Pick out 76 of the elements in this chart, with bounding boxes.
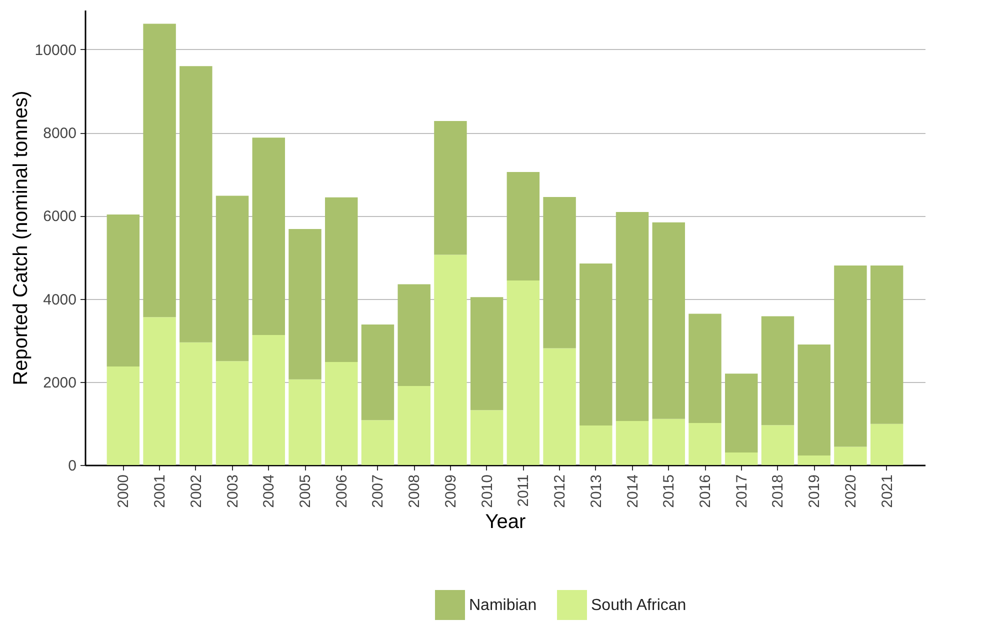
bar	[725, 374, 758, 453]
x-tick-label: 2016	[697, 474, 714, 508]
bar	[216, 361, 249, 465]
bar	[870, 266, 904, 424]
x-tick-label: 2002	[188, 474, 205, 508]
x-tick-label: 2018	[770, 474, 787, 508]
x-tick-label: 2021	[878, 474, 896, 508]
bar	[398, 386, 430, 465]
bar	[688, 423, 722, 465]
x-tick-label: 2009	[442, 474, 460, 508]
x-tick-label: 2019	[806, 474, 824, 508]
x-tick-label: 2020	[842, 474, 860, 508]
y-tick-label: 6000	[43, 208, 76, 226]
x-tick-label: 2005	[297, 474, 314, 508]
legend-label: Namibian	[469, 597, 537, 614]
bar	[580, 263, 612, 426]
bar	[652, 418, 685, 465]
y-axis-title: Reported Catch (nominal tonnes)	[10, 90, 32, 386]
bar	[398, 284, 430, 386]
bar	[325, 362, 358, 465]
bar	[180, 342, 212, 465]
bar	[106, 214, 140, 367]
x-tick-label: 2001	[152, 474, 169, 508]
y-tick-label: 8000	[43, 125, 76, 142]
x-tick-label: 2010	[478, 474, 496, 508]
bar	[834, 446, 867, 465]
x-tick-label: 2004	[260, 474, 278, 508]
bar	[652, 222, 685, 419]
x-axis-title: Year	[485, 510, 526, 533]
bar	[543, 196, 576, 348]
bar	[506, 280, 540, 465]
bar	[288, 379, 322, 465]
bar	[470, 410, 504, 465]
bar	[870, 424, 904, 465]
bar	[834, 266, 867, 447]
bar	[798, 455, 830, 465]
bar	[761, 425, 794, 465]
x-tick-label: 2017	[733, 474, 750, 508]
bar	[434, 120, 467, 255]
x-tick-label: 2000	[115, 474, 132, 508]
bar	[470, 297, 504, 410]
x-tick-label: 2014	[624, 474, 642, 508]
x-tick-label: 2008	[406, 474, 424, 508]
bar	[216, 196, 249, 362]
legend-label: South African	[591, 597, 686, 614]
x-tick-label: 2012	[552, 474, 569, 508]
bar	[180, 66, 212, 342]
bar	[761, 316, 794, 426]
x-tick-label: 2013	[588, 474, 605, 508]
x-tick-label: 2006	[333, 474, 350, 508]
bar	[434, 254, 467, 465]
bar	[288, 228, 322, 380]
y-tick-label: 10000	[34, 42, 76, 59]
bar	[252, 334, 285, 465]
bar	[543, 348, 576, 465]
bar	[506, 172, 540, 281]
x-tick-label: 2015	[660, 474, 678, 508]
y-tick-label: 4000	[43, 291, 76, 308]
bar	[143, 24, 176, 318]
bar	[143, 317, 176, 465]
y-tick-label: 0	[68, 458, 76, 474]
x-tick-label: 2007	[370, 474, 387, 508]
bar	[580, 426, 612, 465]
bar	[616, 420, 649, 465]
bar	[725, 452, 758, 465]
bar	[798, 344, 830, 456]
bar	[361, 420, 394, 465]
y-tick-label: 2000	[43, 374, 76, 392]
bar	[361, 324, 394, 420]
bar	[688, 314, 722, 424]
bar	[252, 138, 285, 335]
bar	[325, 197, 358, 362]
x-tick-label: 2011	[515, 474, 532, 507]
bar	[616, 212, 649, 421]
bar	[106, 366, 140, 465]
x-tick-label: 2003	[224, 474, 242, 508]
